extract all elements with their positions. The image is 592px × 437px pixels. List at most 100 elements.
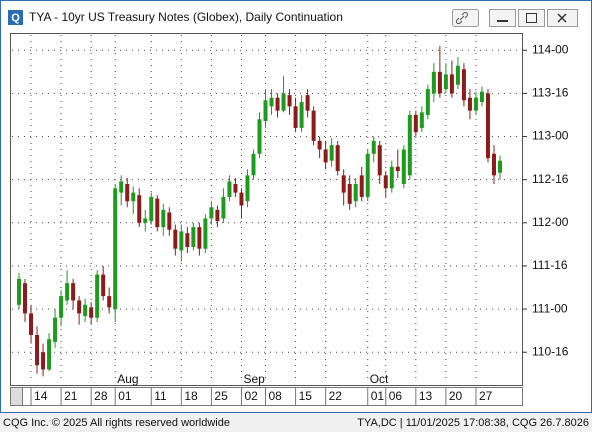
candle-body: [419, 112, 424, 128]
candle-body: [113, 188, 118, 310]
status-bar: [0, 413, 592, 432]
candle-body: [359, 175, 364, 197]
candle-body: [29, 313, 34, 335]
y-tick-label: 110-16: [532, 344, 569, 358]
candle-body: [323, 149, 328, 163]
candle-body: [329, 145, 334, 161]
candle-body: [263, 100, 268, 121]
candle-body: [425, 89, 430, 115]
candle-body: [59, 296, 64, 318]
x-tick-label: 28: [94, 389, 108, 403]
candle-body: [35, 334, 40, 366]
x-tick-label: 15: [299, 389, 313, 403]
candle-body: [407, 114, 412, 176]
candle-body: [173, 229, 178, 249]
x-tick-label: 01: [371, 389, 385, 403]
candle-body: [107, 296, 112, 308]
x-tick-label: 02: [244, 389, 258, 403]
y-tick-label: 111-00: [532, 301, 568, 315]
minimize-button[interactable]: [489, 9, 516, 27]
candle-body: [293, 106, 298, 128]
candle-body: [143, 218, 148, 223]
candle-body: [431, 71, 436, 94]
candle-body: [191, 227, 196, 247]
month-label: Aug: [117, 372, 138, 386]
maximize-icon: [526, 13, 537, 23]
x-tick-label: 27: [479, 389, 493, 403]
app-icon-letter: Q: [11, 12, 20, 24]
candle-body: [209, 207, 214, 219]
candle-body: [491, 153, 496, 176]
footer-right: TYA,DC | 11/01/2025 17:08:38, CQG 26.7.8…: [357, 417, 589, 429]
candle-body: [473, 97, 478, 111]
candle-body: [395, 166, 400, 172]
maximize-button[interactable]: [518, 9, 545, 27]
candle-body: [498, 160, 502, 173]
candle-body: [455, 65, 460, 85]
candle-body: [461, 69, 466, 101]
y-tick-label: 112-16: [532, 172, 569, 186]
window-title: TYA - 10yr US Treasury Notes (Globex), D…: [29, 10, 343, 24]
x-tick-label: 18: [184, 389, 198, 403]
candle-body: [389, 166, 394, 189]
candle-body: [71, 283, 76, 301]
y-tick-label: 113-00: [532, 129, 569, 143]
date-bar-corner: [10, 387, 23, 406]
candle-body: [341, 175, 346, 193]
candle-body: [77, 300, 82, 314]
candle-body: [89, 307, 94, 318]
x-tick-label: 01: [118, 389, 132, 403]
candle-body: [65, 283, 70, 301]
x-tick-label: 25: [214, 389, 228, 403]
x-tick-label: 08: [269, 389, 283, 403]
x-tick-label: 20: [449, 389, 463, 403]
footer-left: CQG Inc. © 2025 All rights reserved worl…: [3, 417, 230, 429]
plot-frame: [10, 33, 523, 386]
candle-body: [41, 352, 46, 370]
candle-body: [287, 95, 292, 107]
candle-body: [299, 102, 304, 128]
candle-body: [119, 181, 124, 193]
candle-body: [227, 181, 232, 197]
y-tick-label: 114-00: [532, 42, 569, 56]
candle-body: [485, 93, 490, 159]
candle-body: [155, 198, 160, 228]
candle-body: [371, 140, 376, 154]
x-tick-label: 11: [154, 389, 167, 403]
y-tick-label: 112-00: [532, 215, 569, 229]
y-tick-label: 111-16: [532, 258, 568, 272]
app-icon: [8, 10, 23, 25]
candle-body: [437, 71, 442, 94]
candle-body: [365, 153, 370, 197]
candle-body: [383, 175, 388, 189]
candle-body: [347, 183, 352, 204]
x-tick-label: 13: [419, 389, 433, 403]
candle-body: [83, 304, 88, 316]
link-icon: [455, 11, 469, 25]
candle-body: [317, 140, 322, 150]
candle-body: [239, 192, 244, 206]
candle-body: [221, 196, 226, 219]
candle-body: [179, 231, 184, 251]
candle-body: [245, 175, 250, 202]
candle-body: [95, 274, 100, 318]
candle-body: [257, 119, 262, 154]
month-label: Oct: [370, 372, 389, 386]
candle-body: [101, 274, 106, 297]
candle-body: [275, 97, 280, 111]
close-icon: [557, 13, 567, 23]
candle-body: [125, 183, 130, 202]
candle-body: [353, 183, 358, 202]
candle-body: [413, 114, 418, 133]
candle-body: [17, 278, 21, 305]
candle-body: [479, 91, 484, 103]
candle-body: [203, 218, 208, 249]
candle-body: [197, 227, 202, 249]
candle-body: [149, 196, 154, 222]
candle-body: [137, 195, 142, 223]
x-tick-label: 21: [64, 389, 78, 403]
candle-body: [335, 145, 340, 172]
candle-body: [185, 233, 190, 247]
